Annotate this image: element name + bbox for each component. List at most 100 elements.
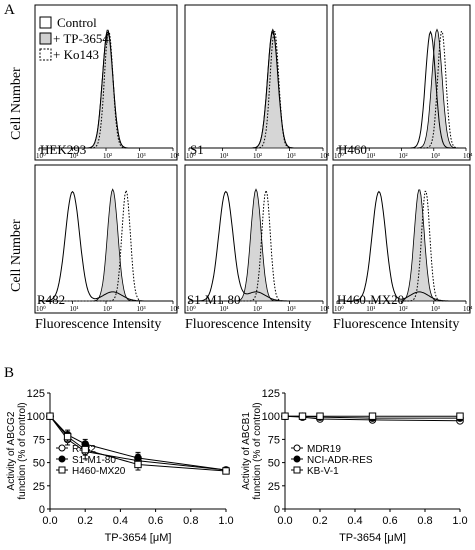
histogram-frame bbox=[34, 4, 178, 161]
histogram-tick-label: 10¹ bbox=[220, 305, 229, 313]
histogram-tick-label: 10² bbox=[253, 305, 262, 313]
x-tick-label: 0.4 bbox=[113, 515, 128, 527]
y-axis-label: Activity of ABCB1 bbox=[241, 412, 252, 490]
legend-box-ko143 bbox=[39, 48, 52, 61]
cell-line-label: S1 bbox=[190, 142, 204, 157]
histogram-frame bbox=[34, 164, 178, 314]
line-chart: 0 25 50 75 100 125 0.0 0.2 0.4 0.6 0.8 1.0 TP-3654 [… bbox=[241, 388, 468, 544]
x-tick-label: 0.2 bbox=[312, 515, 327, 527]
histogram-control-curve bbox=[189, 190, 323, 302]
histogram-tick-label: 10⁰ bbox=[36, 305, 46, 313]
histogram-control-curve bbox=[39, 190, 173, 302]
y-tick-label: 100 bbox=[262, 411, 280, 423]
y-tick-label: 125 bbox=[262, 388, 280, 400]
histogram-tick-label: 10⁴ bbox=[170, 152, 180, 160]
panel-a-xlabel: Fluorescence Intensity bbox=[35, 317, 161, 332]
histogram-tick-label: 10⁴ bbox=[463, 152, 473, 160]
y-tick-label: 75 bbox=[268, 434, 280, 446]
legend-marker bbox=[293, 455, 301, 463]
legend-label-tp3654: + TP-3654 bbox=[53, 31, 109, 46]
histogram-control-curve bbox=[189, 30, 323, 149]
histogram-tick-label: 10⁰ bbox=[186, 152, 196, 160]
histogram-frame bbox=[332, 164, 471, 314]
data-point bbox=[222, 467, 230, 475]
histogram-tick-label: 10³ bbox=[287, 305, 296, 313]
y-tick-label: 125 bbox=[27, 388, 45, 400]
x-tick-label: 0.0 bbox=[277, 515, 292, 527]
histogram-frame bbox=[184, 164, 328, 314]
histogram-control-curve bbox=[337, 30, 466, 149]
y-tick-label: 75 bbox=[33, 434, 45, 446]
histogram-tick-label: 10² bbox=[103, 305, 112, 313]
cell-line-label: H460 bbox=[338, 142, 367, 157]
legend-label: MDR19 bbox=[307, 444, 341, 455]
histogram-tick-label: 10³ bbox=[431, 305, 440, 313]
panel-a-letter: A bbox=[4, 2, 15, 18]
histogram-ko143-curve bbox=[189, 31, 323, 149]
x-tick-label: 1.0 bbox=[452, 515, 467, 527]
cell-line-label: H460-MX20 bbox=[337, 292, 404, 307]
dose-response-charts: 0 25 50 75 100 125 0.0 0.2 0.4 0.6 0.8 1.0 TP-3654 [… bbox=[6, 388, 468, 544]
histogram-tick-label: 10³ bbox=[137, 152, 146, 160]
legend-box-control bbox=[39, 16, 52, 29]
legend-label: KB-V-1 bbox=[307, 466, 339, 477]
data-point bbox=[46, 412, 54, 420]
y-tick-label: 25 bbox=[268, 481, 280, 493]
y-tick-label: 0 bbox=[274, 504, 280, 516]
histogram-tick-label: 10² bbox=[399, 152, 408, 160]
x-axis-label: TP-3654 [μM] bbox=[105, 532, 172, 544]
y-tick-label: 50 bbox=[33, 458, 45, 470]
histogram-tick-label: 10⁰ bbox=[334, 152, 344, 160]
x-tick-label: 0.8 bbox=[417, 515, 432, 527]
x-axis-label: TP-3654 [μM] bbox=[339, 532, 406, 544]
legend-label: NCI-ADR-RES bbox=[307, 455, 373, 466]
y-axis-label: function (% of control) bbox=[252, 402, 263, 499]
histogram-panels: 10⁰ 10¹ 10² 10³ 10⁴ 10⁰ 10¹ 10² 10³ 10⁴ 10⁰ 10¹ 10² 1… bbox=[34, 4, 473, 314]
panel-a-xlabel: Fluorescence Intensity bbox=[333, 317, 459, 332]
histogram-tick-label: 10³ bbox=[431, 152, 440, 160]
data-point bbox=[81, 445, 89, 454]
histogram-tp3654-curve bbox=[337, 189, 466, 302]
data-point bbox=[368, 412, 377, 420]
panel-a-xlabel: Fluorescence Intensity bbox=[185, 317, 311, 332]
x-tick-label: 0.2 bbox=[78, 515, 93, 527]
histogram-tick-label: 10¹ bbox=[366, 305, 375, 313]
data-point bbox=[316, 412, 324, 420]
histogram-tick-label: 10² bbox=[103, 152, 112, 160]
legend-label: H460-MX20 bbox=[72, 466, 126, 477]
x-tick-label: 0.8 bbox=[183, 515, 198, 527]
legend-marker bbox=[58, 444, 66, 452]
histogram-tick-label: 10⁰ bbox=[186, 305, 196, 313]
legend-marker bbox=[58, 466, 66, 474]
data-point bbox=[298, 412, 307, 420]
x-tick-label: 0.6 bbox=[148, 515, 163, 527]
histogram-tp3654-curve bbox=[337, 28, 466, 149]
y-tick-label: 25 bbox=[33, 481, 45, 493]
x-tick-label: 0.0 bbox=[42, 515, 57, 527]
data-point bbox=[456, 412, 464, 420]
histogram-tick-label: 10² bbox=[253, 152, 262, 160]
histogram-control-curve bbox=[337, 190, 466, 302]
histogram-tick-label: 10¹ bbox=[366, 152, 375, 160]
legend-label-control: Control bbox=[57, 15, 97, 30]
data-point bbox=[281, 412, 289, 420]
histogram-tick-label: 10¹ bbox=[220, 152, 229, 160]
histogram-tp3654-curve bbox=[189, 188, 323, 302]
panel-b-letter: B bbox=[4, 365, 14, 381]
panel-a-legend: Control + TP-3654 + Ko143 bbox=[39, 15, 109, 62]
y-tick-label: 100 bbox=[27, 411, 45, 423]
x-tick-label: 0.4 bbox=[347, 515, 362, 527]
legend-marker bbox=[293, 444, 301, 452]
histogram-tp3654-curve bbox=[189, 28, 323, 149]
legend-marker bbox=[293, 466, 301, 474]
y-axis-label: function (% of control) bbox=[17, 402, 28, 499]
x-tick-label: 1.0 bbox=[218, 515, 233, 527]
y-tick-label: 50 bbox=[268, 458, 280, 470]
histogram-tick-label: 10⁰ bbox=[334, 305, 344, 313]
cell-line-label: R482 bbox=[37, 292, 65, 307]
histogram-tick-label: 10⁴ bbox=[320, 152, 330, 160]
histogram-tick-label: 10¹ bbox=[70, 152, 79, 160]
histogram-tick-label: 10⁴ bbox=[320, 305, 330, 313]
histogram-ko143-curve bbox=[337, 190, 466, 302]
